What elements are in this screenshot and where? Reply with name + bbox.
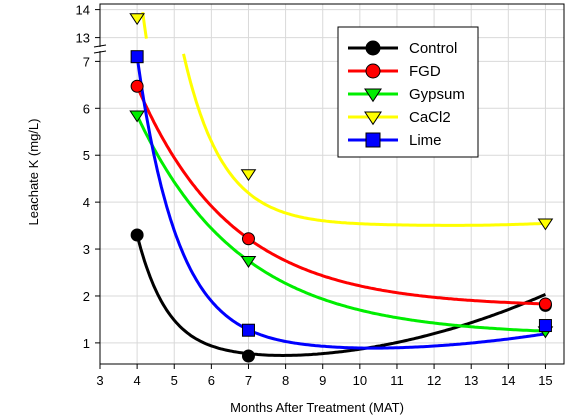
- series-line-control: [135, 234, 547, 357]
- legend-marker: [364, 88, 382, 103]
- data-point-fgd: [241, 232, 255, 246]
- x-tick-label: 14: [501, 373, 515, 388]
- y-tick-label: 2: [83, 289, 90, 304]
- y-tick-label: 4: [83, 195, 90, 210]
- x-tick-label: 15: [538, 373, 552, 388]
- legend-marker: [364, 111, 382, 126]
- y-tick-label: 5: [83, 148, 90, 163]
- data-point-fgd: [130, 79, 144, 93]
- x-tick-label: 8: [282, 373, 289, 388]
- x-tick-label: 9: [319, 373, 326, 388]
- x-tick-label: 7: [245, 373, 252, 388]
- y-axis-title: Leachate K (mg/L): [26, 119, 41, 226]
- data-point-gypsum: [240, 255, 257, 268]
- data-point-lime: [241, 323, 255, 337]
- curve-layer: [135, 12, 547, 357]
- x-tick-label: 3: [96, 373, 103, 388]
- series-line-lime: [135, 56, 546, 350]
- series-line-gypsum: [135, 114, 546, 333]
- y-tick-label: 6: [83, 101, 90, 116]
- legend-label: Control: [409, 40, 457, 57]
- x-tick-label: 13: [464, 373, 478, 388]
- x-axis-title: Months After Treatment (MAT): [230, 400, 404, 415]
- legend-label: CaCl2: [409, 109, 451, 126]
- grid-layer: [99, 4, 564, 364]
- data-point-control: [130, 228, 144, 242]
- axis-break-mark: [93, 50, 107, 54]
- x-tick-label: 6: [208, 373, 215, 388]
- legend-label: Lime: [409, 132, 442, 149]
- y-tick-label: 7: [83, 54, 90, 69]
- data-point-lime: [538, 319, 552, 333]
- legend: Control FGD Gypsum CaCl2 Lime: [337, 26, 479, 158]
- legend-label: Gypsum: [409, 86, 465, 103]
- data-point-cacl2: [240, 169, 257, 182]
- data-point-lime: [130, 50, 144, 64]
- x-tick-label: 5: [171, 373, 178, 388]
- y-tick-label: 13: [76, 31, 90, 46]
- y-tick-label: 14: [76, 3, 90, 18]
- series-line-fgd: [135, 85, 546, 306]
- y-tick-label: 1: [83, 336, 90, 351]
- legend-marker: [365, 40, 381, 56]
- series-line-cacl2: [141, 12, 546, 227]
- y-tick-label: 3: [83, 242, 90, 257]
- x-tick-label: 4: [134, 373, 141, 388]
- data-point-cacl2: [537, 218, 554, 231]
- legend-marker: [365, 63, 381, 79]
- axis-break-mark: [93, 44, 107, 48]
- x-tick-label: 12: [427, 373, 441, 388]
- x-tick-label: 10: [353, 373, 367, 388]
- data-point-fgd: [538, 297, 552, 311]
- marker-layer: [129, 13, 554, 363]
- axis-break-gap: [94, 47, 106, 51]
- data-point-gypsum: [129, 110, 145, 123]
- data-point-cacl2: [129, 13, 145, 26]
- plot-frame: [99, 3, 565, 365]
- legend-label: FGD: [409, 63, 441, 80]
- frame-layer: [93, 3, 565, 365]
- x-tick-label: 11: [390, 373, 404, 388]
- data-point-control: [241, 349, 255, 363]
- legend-marker: [365, 132, 381, 148]
